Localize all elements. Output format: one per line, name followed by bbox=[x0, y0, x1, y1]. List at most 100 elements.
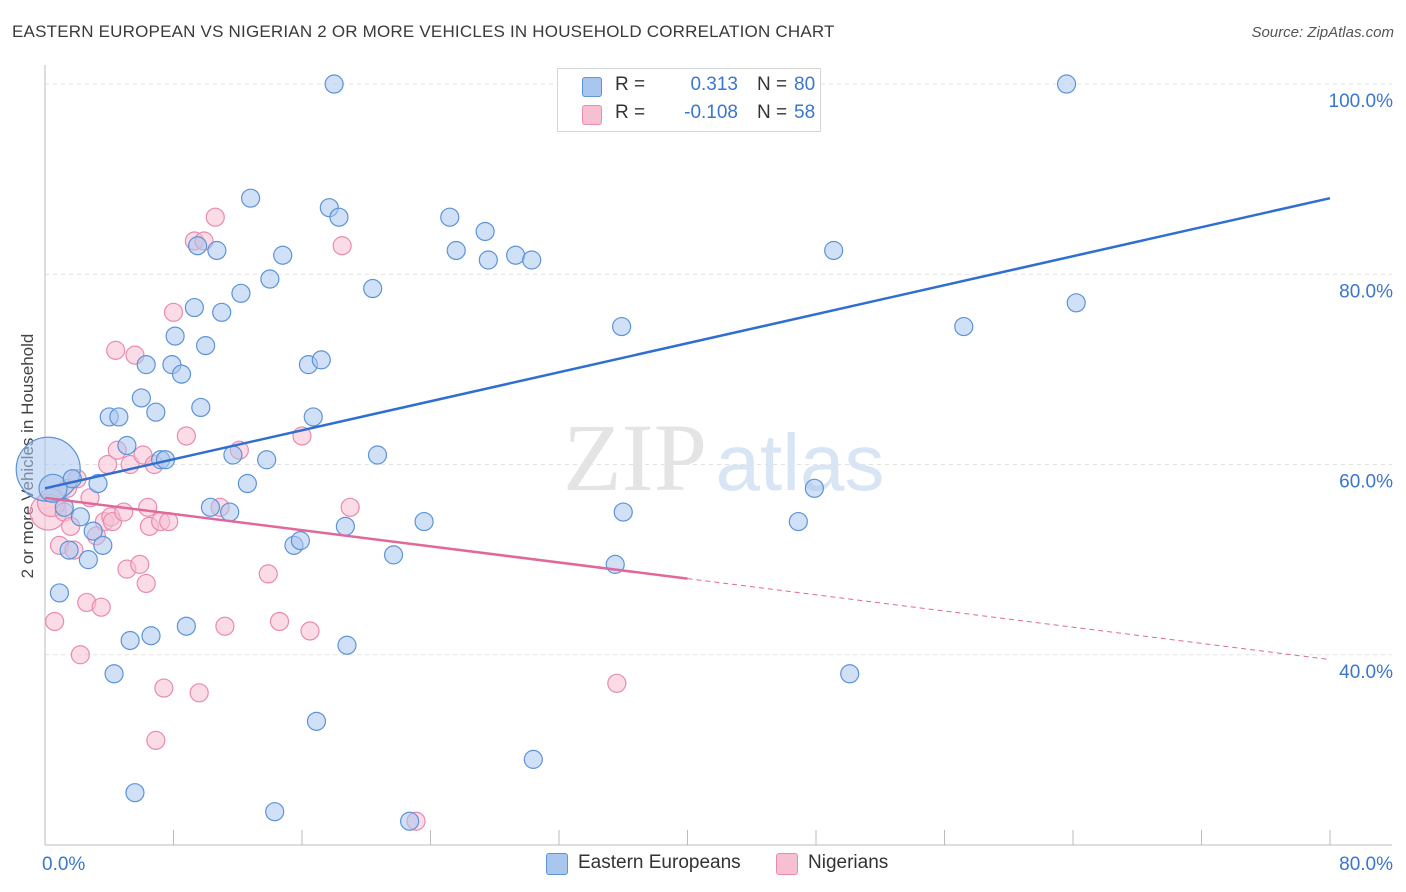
eastern-european-point bbox=[184, 297, 204, 318]
eastern-european-point bbox=[59, 540, 79, 560]
nigerians-trend-line bbox=[44, 496, 688, 580]
eastern-european-point bbox=[54, 497, 74, 517]
nigerian-point bbox=[130, 554, 150, 574]
eastern-european-point bbox=[440, 207, 460, 227]
nigerian-point bbox=[189, 683, 209, 703]
eastern-european-point bbox=[446, 240, 466, 261]
eastern-european-point bbox=[824, 240, 844, 261]
eastern-european-point bbox=[788, 511, 808, 532]
eastern-european-point bbox=[196, 336, 216, 356]
legend-r-label: R = bbox=[615, 74, 646, 95]
chart-title: EASTERN EUROPEAN VS NIGERIAN 2 OR MORE V… bbox=[12, 22, 835, 41]
eastern-european-point bbox=[49, 583, 70, 603]
eastern-european-point bbox=[1056, 74, 1077, 94]
eastern-european-point bbox=[38, 473, 68, 503]
legend-n-value: 58 bbox=[794, 102, 816, 123]
nigerian-point bbox=[154, 678, 174, 698]
eastern-europeans-points bbox=[15, 74, 1086, 831]
series-legend-label: Nigerians bbox=[808, 852, 889, 873]
eastern-european-point bbox=[104, 664, 124, 684]
eastern-european-point bbox=[146, 402, 166, 422]
x-tick-label: 80.0% bbox=[1339, 854, 1393, 875]
eastern-european-point bbox=[212, 302, 232, 322]
eastern-european-point bbox=[306, 711, 327, 731]
eastern-european-point bbox=[612, 316, 632, 337]
legend-n-label: N = bbox=[757, 74, 788, 95]
eastern-european-point bbox=[171, 364, 192, 384]
legend-r-label: R = bbox=[615, 102, 646, 123]
eastern-european-point bbox=[165, 326, 185, 346]
eastern-european-point bbox=[241, 188, 261, 208]
source-label: Source: ZipAtlas.com bbox=[1251, 24, 1394, 41]
nigerian-point bbox=[91, 597, 111, 617]
eastern-european-point bbox=[117, 435, 137, 456]
eastern-european-point bbox=[478, 250, 498, 270]
nigerian-point bbox=[300, 621, 320, 641]
nigerian-point bbox=[176, 426, 196, 446]
eastern-european-point bbox=[125, 783, 145, 803]
watermark-zip: ZIP bbox=[563, 404, 707, 511]
eastern-european-point bbox=[804, 478, 824, 498]
eastern-european-point bbox=[187, 236, 208, 256]
eastern-european-point bbox=[954, 316, 974, 337]
eastern-european-point bbox=[176, 616, 196, 636]
correlation-legend: R = 0.313 N = 80 R = -0.108 N = 58 bbox=[557, 68, 821, 132]
eastern-europeans-trend-line bbox=[44, 196, 1331, 490]
legend-r-value: 0.313 bbox=[690, 74, 738, 95]
series-legend-label: Eastern Europeans bbox=[578, 852, 741, 873]
x-tick-label: 0.0% bbox=[42, 854, 85, 875]
nigerian-point bbox=[269, 611, 290, 632]
eastern-european-point bbox=[400, 811, 420, 831]
eastern-european-point bbox=[93, 535, 113, 555]
eastern-european-point bbox=[290, 531, 310, 551]
nigerian-point bbox=[106, 340, 126, 360]
nigerian-point bbox=[45, 611, 65, 632]
legend-swatch-pink bbox=[776, 853, 798, 875]
nigerians-trend-line-extension bbox=[687, 578, 1331, 661]
y-tick-label: 80.0% bbox=[1339, 281, 1393, 302]
watermark-atlas: atlas bbox=[716, 418, 885, 507]
eastern-european-point bbox=[363, 278, 383, 299]
eastern-european-point bbox=[78, 550, 98, 570]
eastern-european-point bbox=[131, 388, 151, 408]
nigerian-point bbox=[146, 730, 166, 750]
eastern-european-point bbox=[83, 521, 103, 541]
eastern-european-point bbox=[200, 497, 221, 517]
nigerian-point bbox=[138, 497, 158, 517]
eastern-european-point bbox=[506, 245, 526, 265]
eastern-european-point bbox=[367, 445, 388, 465]
nigerian-point bbox=[332, 236, 352, 256]
eastern-european-point bbox=[383, 545, 404, 565]
eastern-european-point bbox=[62, 469, 82, 489]
eastern-european-point bbox=[1066, 293, 1086, 313]
eastern-european-point bbox=[223, 445, 243, 465]
eastern-european-point bbox=[324, 74, 344, 94]
nigerian-point bbox=[70, 645, 90, 665]
eastern-european-point bbox=[311, 350, 331, 370]
y-tick-label: 60.0% bbox=[1339, 472, 1393, 493]
eastern-european-point bbox=[237, 473, 257, 494]
eastern-european-point bbox=[522, 250, 542, 270]
eastern-european-point bbox=[840, 664, 860, 684]
eastern-european-point bbox=[303, 407, 323, 427]
legend-n-label: N = bbox=[757, 102, 788, 123]
eastern-european-point bbox=[220, 502, 240, 522]
legend-n-value: 80 bbox=[794, 74, 816, 95]
eastern-european-point bbox=[70, 507, 90, 527]
legend-swatch-blue bbox=[546, 853, 568, 875]
nigerian-point bbox=[136, 573, 156, 594]
eastern-european-point bbox=[414, 511, 434, 532]
gridlines bbox=[45, 83, 1392, 656]
nigerian-point bbox=[607, 673, 627, 693]
eastern-european-point bbox=[260, 269, 280, 289]
eastern-european-point bbox=[88, 473, 108, 494]
eastern-european-point bbox=[109, 407, 129, 427]
eastern-european-point bbox=[523, 749, 543, 769]
legend-swatch-pink bbox=[582, 105, 602, 125]
eastern-european-point bbox=[613, 502, 633, 522]
y-tick-label: 100.0% bbox=[1329, 91, 1394, 112]
eastern-european-point bbox=[136, 355, 156, 375]
y-tick-label: 40.0% bbox=[1339, 662, 1393, 683]
legend-swatch-blue bbox=[582, 77, 602, 97]
